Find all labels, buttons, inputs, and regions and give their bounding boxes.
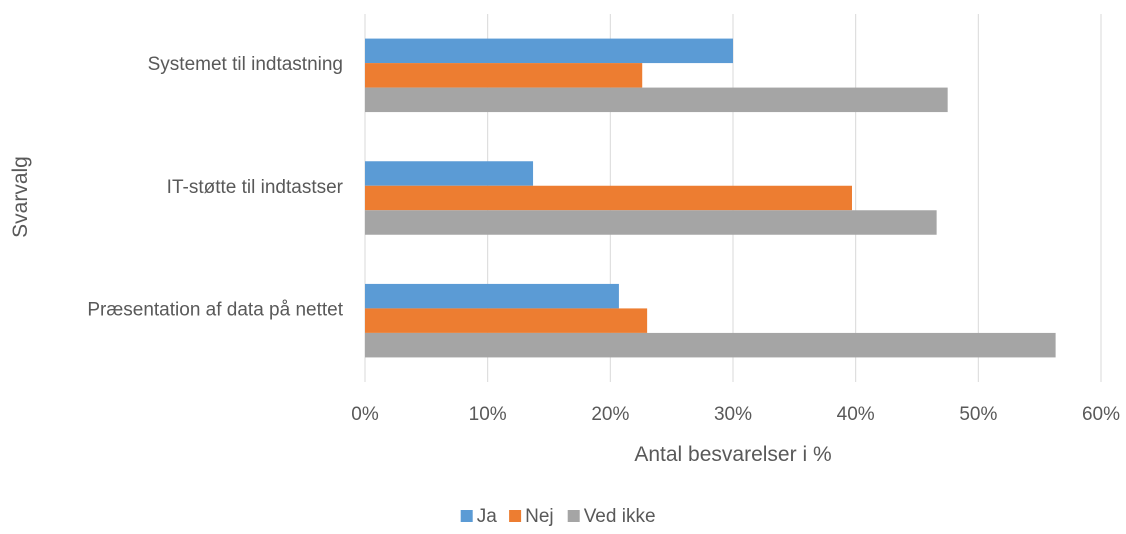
bar-ved-ikke bbox=[365, 210, 937, 235]
x-tick-label: 30% bbox=[714, 404, 752, 425]
bar-nej bbox=[365, 185, 852, 211]
x-tick-labels: 0% 10% 20% 30% 40% 50% 60% bbox=[351, 404, 1120, 425]
x-tick-label: 60% bbox=[1082, 404, 1120, 425]
x-tick-label: 50% bbox=[959, 404, 997, 425]
bar-ved-ikke bbox=[365, 332, 1056, 358]
category-label: Systemet til indtastning bbox=[148, 54, 343, 75]
bars bbox=[365, 38, 1056, 358]
category-labels: Systemet til indtastning IT-støtte til in… bbox=[87, 54, 343, 320]
legend-label: Ja bbox=[477, 506, 498, 527]
y-axis-title: Svarvalg bbox=[9, 156, 32, 238]
x-tick-label: 10% bbox=[469, 404, 507, 425]
bar-ja bbox=[365, 161, 534, 186]
legend-swatch bbox=[460, 510, 473, 522]
bar-nej bbox=[365, 63, 643, 88]
legend-label: Nej bbox=[525, 506, 554, 527]
category-label: Præsentation af data på nettet bbox=[87, 299, 343, 320]
bar-ja bbox=[365, 283, 619, 309]
legend: Ja Nej Ved ikke bbox=[460, 506, 656, 527]
x-tick-label: 0% bbox=[351, 404, 379, 425]
legend-swatch bbox=[509, 510, 522, 522]
x-axis-title: Antal besvarelser i % bbox=[634, 443, 831, 466]
category-label: IT-støtte til indtastser bbox=[167, 177, 344, 198]
bar-nej bbox=[365, 308, 648, 333]
bar-ved-ikke bbox=[365, 87, 948, 113]
legend-label: Ved ikke bbox=[584, 506, 656, 527]
bar-ja bbox=[365, 38, 733, 64]
x-tick-label: 40% bbox=[837, 404, 875, 425]
x-tick-label: 20% bbox=[591, 404, 629, 425]
legend-swatch bbox=[567, 510, 580, 522]
